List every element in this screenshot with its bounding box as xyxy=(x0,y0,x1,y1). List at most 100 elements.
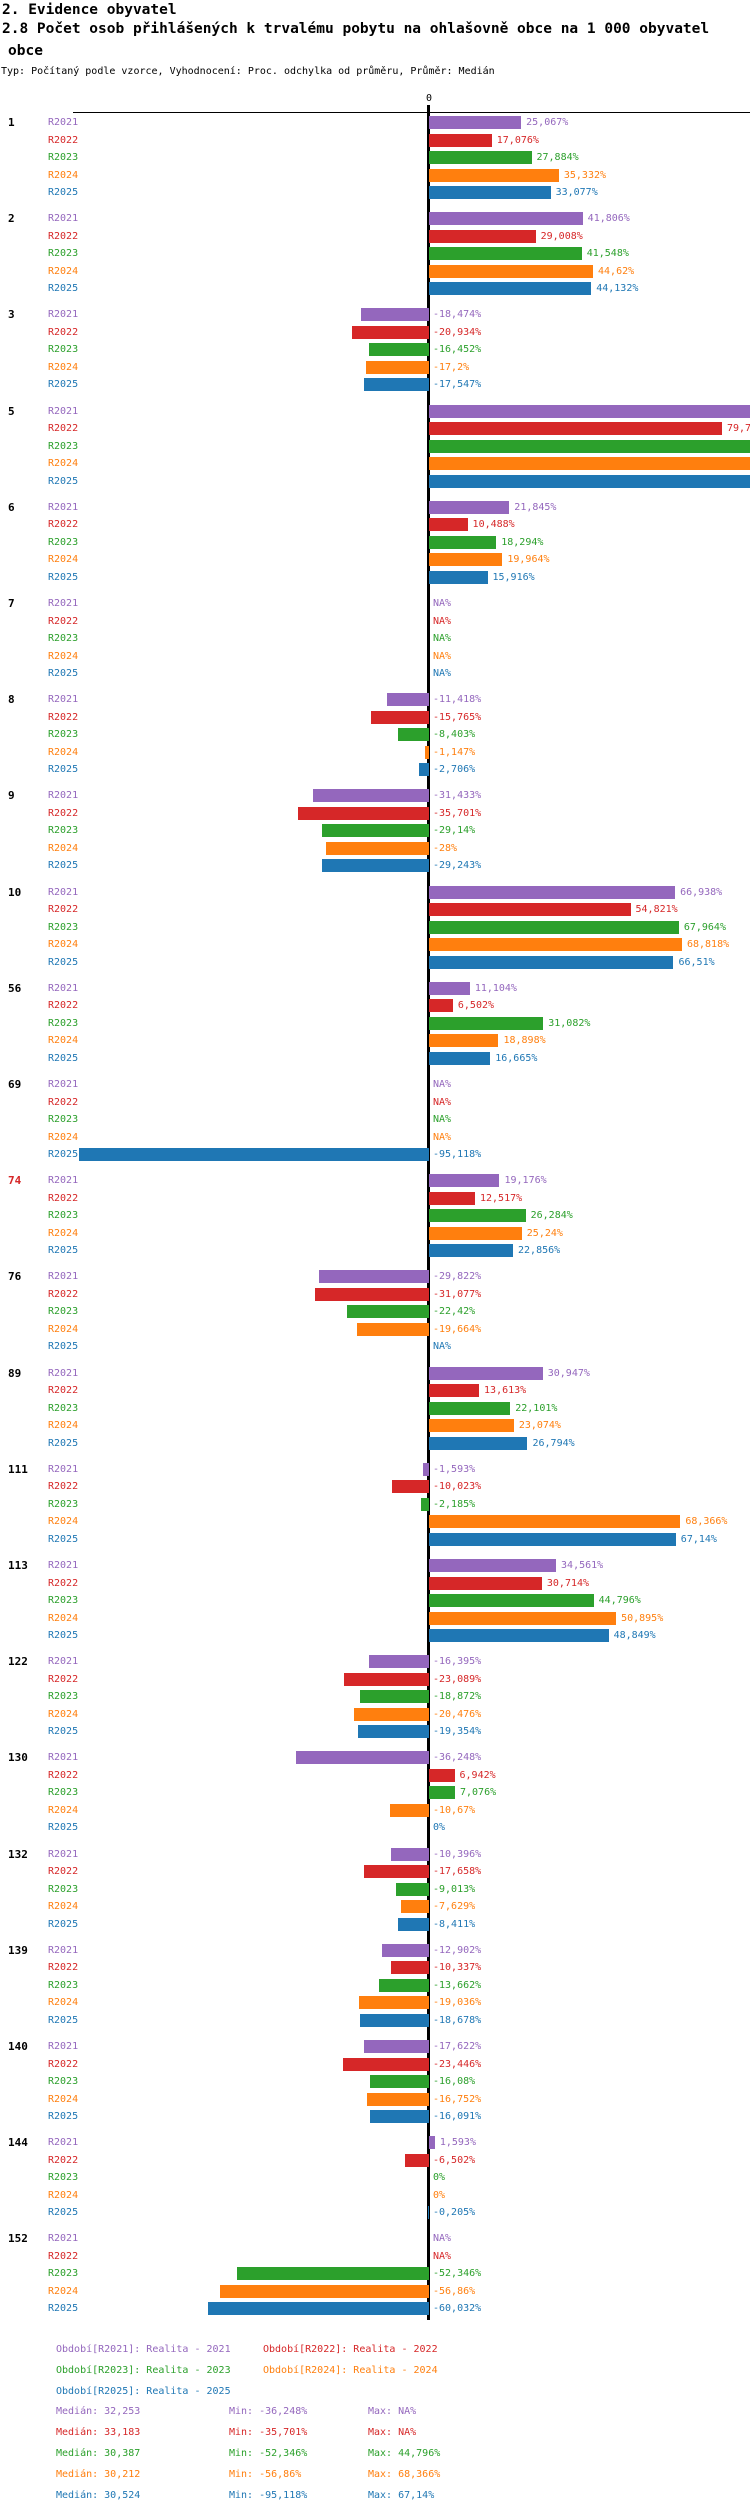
bar xyxy=(356,1322,429,1336)
bar xyxy=(429,1532,676,1546)
bar xyxy=(405,2153,429,2167)
bar xyxy=(429,518,468,532)
bar xyxy=(429,1226,522,1240)
bar xyxy=(428,2206,429,2220)
bar-group: 140 R2021 -17,622% R2022 -23,446% R2023 -16,08… xyxy=(0,2038,750,2134)
year-label: R2022 xyxy=(48,1673,79,1685)
bar xyxy=(429,1401,511,1415)
group-label: 130 xyxy=(8,1751,28,1765)
year-label: R2022 xyxy=(48,1769,79,1781)
bar-value-label: -56,86% xyxy=(433,2285,476,2297)
bar-value-label: 44,132% xyxy=(596,283,639,295)
bar xyxy=(429,264,594,278)
bar-value-label: NA% xyxy=(433,1131,452,1143)
bar xyxy=(395,1882,429,1896)
bar-value-label: NA% xyxy=(433,1096,452,1108)
bar-value-label: 79,7 xyxy=(726,423,750,435)
bar xyxy=(429,247,582,261)
bar-value-label: -2,185% xyxy=(433,1498,476,1510)
bar xyxy=(79,1148,429,1161)
bar-value-label: 44,62% xyxy=(598,265,635,277)
bar-value-label: -7,629% xyxy=(433,1901,476,1913)
axis-zero-label: 0 xyxy=(425,93,433,104)
year-label: R2024 xyxy=(48,1901,79,1913)
bar xyxy=(359,1996,429,2010)
bar-value-label: 34,561% xyxy=(561,1560,604,1571)
year-label: R2022 xyxy=(48,1385,79,1397)
bar-value-label: -20,934% xyxy=(433,326,482,338)
year-label: R2021 xyxy=(48,1175,79,1187)
bar xyxy=(429,1629,609,1642)
bar xyxy=(429,903,631,917)
year-label: R2025 xyxy=(48,2014,79,2026)
bar xyxy=(352,325,429,339)
bar xyxy=(429,151,532,164)
group-label: 7 xyxy=(8,597,15,610)
bar xyxy=(429,422,722,436)
bar-value-label: NA% xyxy=(433,1341,452,1353)
indicator-title-wrap: obce xyxy=(8,43,43,59)
bar-value-label: 26,794% xyxy=(532,1437,575,1449)
bar xyxy=(429,457,750,471)
bar-value-label: 21,845% xyxy=(514,501,557,513)
year-label: R2024 xyxy=(48,650,79,662)
year-label: R2024 xyxy=(48,1227,79,1239)
bar-value-label: 12,517% xyxy=(480,1192,523,1204)
stat-max-R2024: Max: 68,366% xyxy=(368,2469,441,2480)
bar-value-label: 7,076% xyxy=(460,1787,497,1799)
bar-group: 139 R2021 -12,902% R2022 -10,337% R2023 -13,66… xyxy=(0,1942,750,2038)
year-label: R2022 xyxy=(48,1288,79,1300)
year-label: R2024 xyxy=(48,169,79,181)
year-label: R2024 xyxy=(48,1997,79,2009)
bar xyxy=(364,2040,429,2053)
bar-value-label: 22,856% xyxy=(518,1245,561,1257)
bar-value-label: 68,818% xyxy=(686,939,730,951)
bar xyxy=(429,999,453,1013)
group-label: 132 xyxy=(8,1847,28,1861)
bar xyxy=(326,841,429,855)
bar xyxy=(429,535,497,549)
year-label: R2024 xyxy=(48,1804,79,1816)
year-label: R2022 xyxy=(48,2154,79,2166)
bar xyxy=(364,1865,429,1879)
bar-value-label: 66,938% xyxy=(680,886,723,898)
year-label: R2024 xyxy=(48,1323,79,1335)
stat-median-R2023: Medián: 30,387 xyxy=(56,2448,141,2459)
bar xyxy=(357,1725,429,1739)
bar xyxy=(321,824,429,838)
page-title: 2. Evidence obyvatel xyxy=(2,2,177,18)
bar-value-label: 17,076% xyxy=(496,134,539,146)
bar-value-label: 54,821% xyxy=(635,904,678,916)
bar-value-label: 19,964% xyxy=(507,554,550,566)
year-label: R2023 xyxy=(48,1306,79,1318)
bar xyxy=(429,229,536,243)
bar-group: 130 R2021 -36,248% R2022 6,942% R2023 7,076% R2… xyxy=(0,1749,750,1845)
year-label: R2022 xyxy=(48,1481,79,1493)
bar xyxy=(392,1480,429,1494)
year-label: R2021 xyxy=(48,886,79,898)
bar-value-label: 13,613% xyxy=(484,1385,527,1397)
bar xyxy=(236,2267,429,2281)
bar-value-label: 33,077% xyxy=(555,187,598,198)
bar-group: 132 R2021 -10,396% R2022 -17,658% R2023 -9,013… xyxy=(0,1846,750,1942)
bar xyxy=(429,474,750,488)
bar xyxy=(429,885,676,899)
bar xyxy=(319,1270,429,1284)
group-label: 89 xyxy=(8,1366,22,1380)
bar-value-label: -23,446% xyxy=(433,2058,482,2070)
bar-group: 74 R2021 19,176% R2022 12,517% R2023 26,284% R2… xyxy=(0,1172,750,1268)
bar xyxy=(429,1576,542,1590)
bar-value-label: -19,036% xyxy=(433,1997,482,2009)
year-label: R2021 xyxy=(48,1752,79,1764)
bar-value-label: -9,013% xyxy=(433,1883,476,1895)
stat-max-R2025: Max: 67,14% xyxy=(368,2490,435,2501)
bar-group: 113 R2021 34,561% R2022 30,714% R2023 44,796% R… xyxy=(0,1557,750,1653)
year-label: R2021 xyxy=(48,2137,79,2149)
bar-value-label: 66,51% xyxy=(678,956,715,968)
bar-value-label: 0% xyxy=(433,2172,446,2184)
bar xyxy=(429,1244,514,1258)
bar xyxy=(429,116,522,129)
bar-value-label: 25,24% xyxy=(526,1227,563,1239)
year-label: R2022 xyxy=(48,423,79,435)
